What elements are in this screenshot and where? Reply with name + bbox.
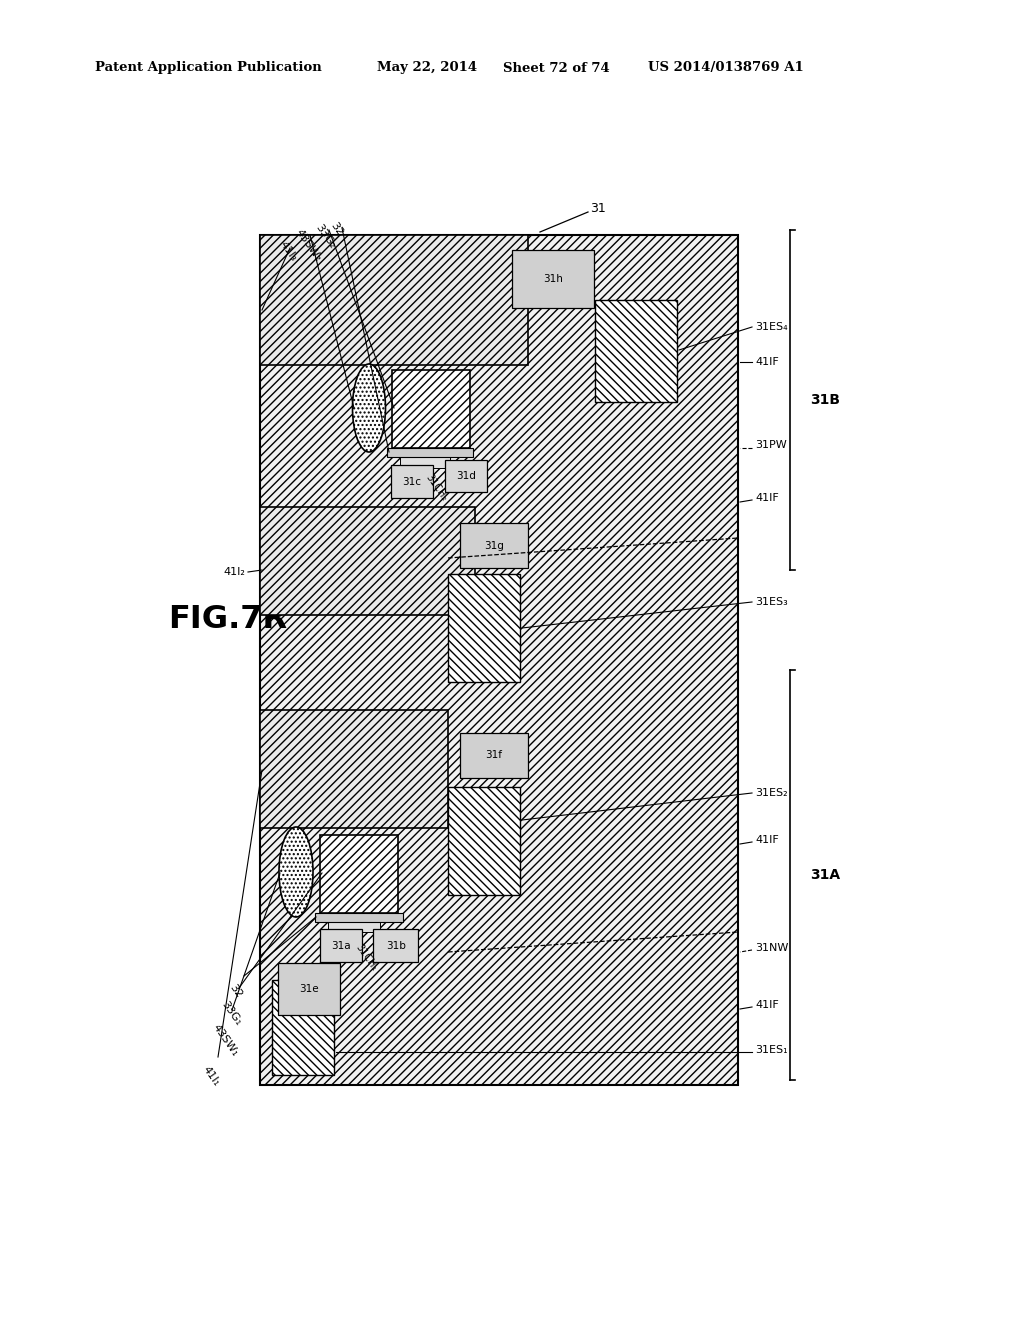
Text: 43SW₁: 43SW₁	[211, 1022, 241, 1057]
Text: 31c: 31c	[402, 477, 422, 487]
Bar	[272, 979, 334, 1074]
Bar	[449, 787, 520, 895]
Text: 31PW: 31PW	[755, 440, 786, 450]
Text: 33G₁: 33G₁	[220, 999, 244, 1027]
Bar	[392, 370, 470, 447]
Text: 31: 31	[590, 202, 606, 214]
Text: 32: 32	[329, 220, 345, 238]
Text: May 22, 2014: May 22, 2014	[377, 62, 477, 74]
Text: 31b: 31b	[386, 941, 406, 950]
Bar	[512, 249, 594, 308]
Bar	[278, 964, 340, 1015]
Text: 31ES₃: 31ES₃	[755, 597, 787, 607]
Bar	[260, 710, 449, 828]
Ellipse shape	[352, 364, 385, 451]
Bar	[391, 465, 433, 498]
Text: 31B: 31B	[810, 393, 840, 407]
Text: 31A: 31A	[810, 869, 840, 882]
Text: 32: 32	[228, 982, 244, 999]
Text: 33G₂: 33G₂	[314, 222, 338, 249]
Text: 41IF: 41IF	[755, 492, 778, 503]
Text: 31g: 31g	[484, 541, 504, 550]
Text: 43SW₂: 43SW₂	[294, 227, 324, 263]
Bar	[460, 733, 528, 777]
Text: FIG.7R: FIG.7R	[168, 605, 287, 635]
Text: 41IF: 41IF	[755, 836, 778, 845]
Text: 31CH₂: 31CH₂	[424, 473, 450, 503]
Text: Patent Application Publication: Patent Application Publication	[95, 62, 322, 74]
Text: 31e: 31e	[299, 983, 318, 994]
Bar	[319, 836, 398, 913]
Bar	[373, 929, 418, 962]
Bar	[328, 919, 380, 932]
Bar	[260, 235, 738, 1085]
Text: 41I₃: 41I₃	[278, 239, 299, 263]
Bar	[260, 507, 475, 615]
Ellipse shape	[279, 828, 313, 917]
Text: 31h: 31h	[543, 275, 563, 284]
Text: US 2014/0138769 A1: US 2014/0138769 A1	[648, 62, 804, 74]
Text: Sheet 72 of 74: Sheet 72 of 74	[503, 62, 609, 74]
Bar	[260, 235, 528, 366]
Bar	[449, 574, 520, 682]
Text: 31a: 31a	[331, 941, 351, 950]
Text: 41I₁: 41I₁	[201, 1064, 221, 1088]
Bar	[315, 913, 403, 921]
Bar	[460, 523, 528, 568]
Text: 41IF: 41IF	[755, 1001, 778, 1010]
Text: 31CH₁: 31CH₁	[354, 942, 380, 973]
Text: 31f: 31f	[485, 750, 503, 760]
Bar	[595, 300, 677, 403]
Text: 31ES₄: 31ES₄	[755, 322, 787, 333]
Bar	[387, 447, 473, 457]
Text: 31ES₂: 31ES₂	[755, 788, 787, 799]
Text: 41I₂: 41I₂	[223, 568, 245, 577]
Bar	[445, 459, 487, 492]
Bar	[400, 455, 450, 469]
Text: 41IF: 41IF	[755, 356, 778, 367]
Bar	[319, 929, 362, 962]
Text: 31d: 31d	[456, 471, 476, 480]
Text: 31ES₁: 31ES₁	[755, 1045, 787, 1055]
Text: 31NW: 31NW	[755, 942, 788, 953]
